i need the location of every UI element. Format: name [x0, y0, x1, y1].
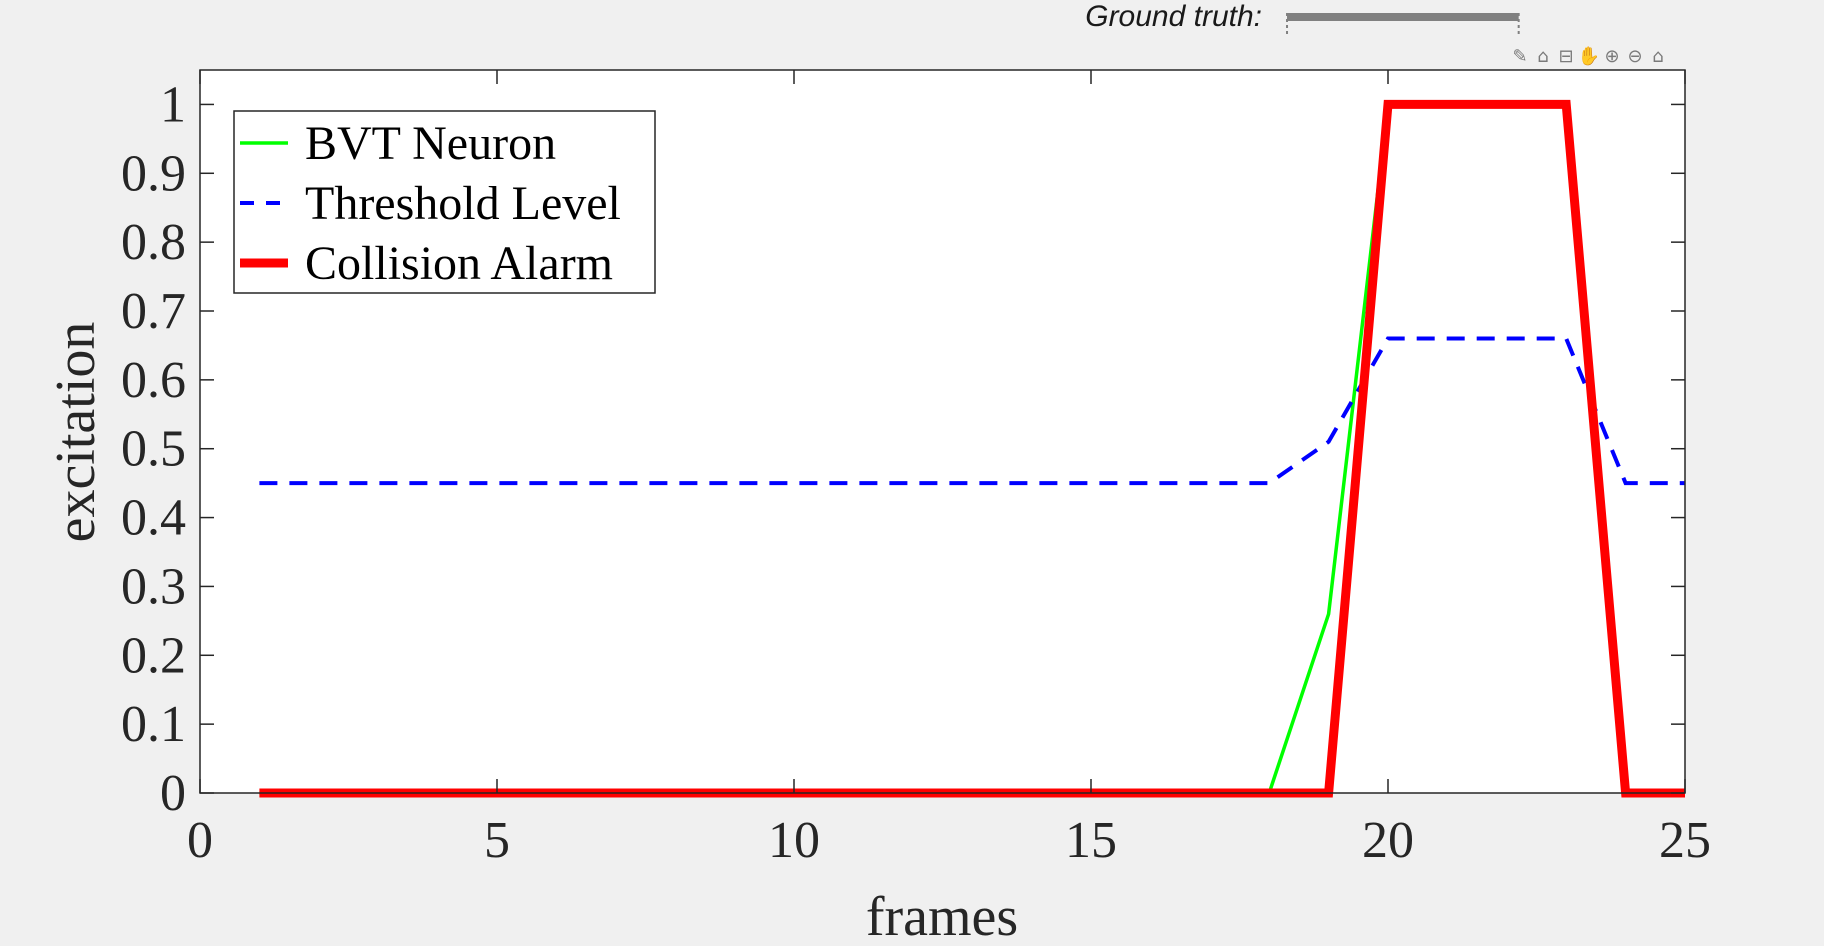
x-axis: 0 5 10 15 20 25 — [187, 70, 1711, 869]
y-tick-label: 0.4 — [121, 490, 186, 547]
y-tick-label: 0.7 — [121, 283, 186, 340]
ground-truth-indicator: Ground truth: — [1085, 0, 1520, 36]
y-axis: 0 0.1 0.2 0.3 0.4 0.5 0.6 0.7 0.8 0.9 1 — [121, 76, 1685, 822]
ground-truth-label: Ground truth: — [1085, 0, 1262, 33]
pan-icon[interactable]: ✋ — [1578, 45, 1600, 67]
datatip-icon[interactable]: ⊟ — [1558, 46, 1573, 67]
x-tick-label: 20 — [1362, 812, 1414, 869]
legend-box — [233, 110, 656, 294]
ground-truth-bar — [1286, 13, 1520, 36]
ground-truth-span — [1287, 13, 1519, 21]
y-tick-label: 0.2 — [121, 627, 186, 684]
y-tick-label: 0.9 — [121, 145, 186, 202]
x-tick-label: 10 — [768, 812, 820, 869]
series-line-threshold-level — [259, 336, 1685, 486]
legend-label: Collision Alarm — [305, 237, 613, 290]
x-tick-label: 0 — [187, 812, 213, 869]
y-axis-title: excitation — [45, 322, 107, 543]
y-tick-label: 0.8 — [121, 214, 186, 271]
zoom-in-icon[interactable]: ⊕ — [1604, 46, 1619, 67]
legend-label: BVT Neuron — [305, 117, 556, 170]
x-tick-label: 25 — [1659, 812, 1711, 869]
y-tick-label: 0.1 — [121, 696, 186, 753]
axes-box — [199, 69, 1686, 794]
axes-toolbar: ✎ ⌂ ⊟ ✋ ⊕ ⊖ ⌂ — [1512, 45, 1663, 67]
x-tick-label: 5 — [484, 812, 510, 869]
brush-icon[interactable]: ⌂ — [1537, 46, 1548, 67]
y-tick-label: 0.5 — [121, 421, 186, 478]
legend: BVT Neuron Threshold Level Collision Alarm — [233, 110, 656, 294]
x-axis-title: frames — [866, 886, 1018, 946]
x-tick-label: 15 — [1065, 812, 1117, 869]
y-tick-label: 0.6 — [121, 352, 186, 409]
y-tick-label: 0 — [160, 765, 186, 822]
legend-label: Threshold Level — [305, 177, 621, 230]
y-tick-label: 1 — [160, 76, 186, 133]
y-tick-label: 0.3 — [121, 558, 186, 615]
edit-icon[interactable]: ✎ — [1512, 46, 1527, 67]
zoom-out-icon[interactable]: ⊖ — [1627, 46, 1642, 67]
home-icon[interactable]: ⌂ — [1652, 46, 1663, 67]
